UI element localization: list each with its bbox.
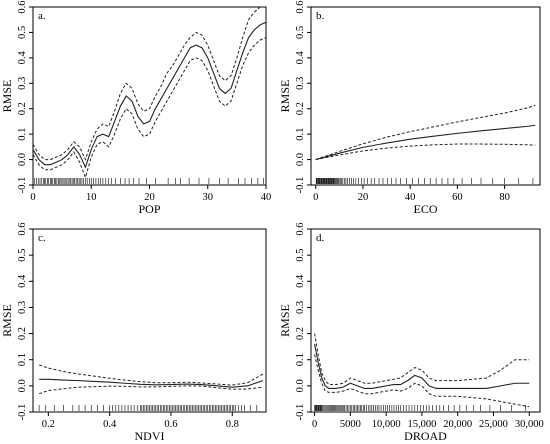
y-tick-label: 0.1 bbox=[17, 128, 28, 141]
y-tick-label: 0.0 bbox=[295, 153, 306, 166]
x-tick-label: 20 bbox=[358, 192, 369, 203]
x-tick-label: 40 bbox=[405, 192, 416, 203]
x-axis-title: DROAD bbox=[404, 429, 447, 443]
x-tick-label: 0 bbox=[312, 419, 317, 430]
y-tick-label: 0.1 bbox=[295, 128, 306, 141]
plot-frame bbox=[310, 228, 541, 413]
x-axis-title: NDVI bbox=[135, 429, 165, 443]
fitted-curve bbox=[39, 378, 264, 388]
x-tick-label: 0.6 bbox=[164, 419, 177, 430]
confidence-band-upper bbox=[315, 104, 536, 161]
y-axis-title: RMSE bbox=[0, 80, 14, 113]
confidence-band-upper bbox=[33, 7, 262, 161]
x-tick-label: 60 bbox=[452, 192, 463, 203]
panel-label: c. bbox=[38, 232, 46, 244]
y-tick-label: 0.6 bbox=[295, 222, 306, 235]
panel-label: b. bbox=[316, 10, 325, 22]
y-tick-label: 0.6 bbox=[17, 0, 28, 13]
x-tick-label: 0.8 bbox=[226, 419, 239, 430]
y-tick-label: 0.2 bbox=[17, 327, 28, 340]
plot-frame bbox=[32, 6, 267, 186]
y-tick-label: 0.3 bbox=[295, 301, 306, 314]
plot-frame bbox=[310, 6, 541, 186]
y-tick-label: 0.5 bbox=[295, 26, 306, 39]
y-tick-label: 0.3 bbox=[295, 77, 306, 90]
y-tick-label: 0.2 bbox=[295, 102, 306, 115]
x-tick-label: 30,000 bbox=[515, 419, 544, 430]
confidence-band-lower bbox=[315, 143, 536, 161]
y-tick-label: 0.3 bbox=[17, 301, 28, 314]
y-axis-title: RMSE bbox=[278, 80, 292, 113]
plot-frame bbox=[32, 228, 267, 413]
y-tick-label: 0.0 bbox=[295, 379, 306, 392]
y-tick-label: 0.5 bbox=[295, 249, 306, 262]
x-tick-label: 20 bbox=[144, 192, 155, 203]
y-tick-label: 0.6 bbox=[295, 0, 306, 13]
y-tick-label: 0.5 bbox=[17, 26, 28, 39]
x-tick-label: 0 bbox=[313, 192, 318, 203]
panel-label: a. bbox=[38, 10, 46, 22]
y-tick-label: 0.4 bbox=[295, 51, 306, 65]
panel-2: 0 20 40 60 80 -0.1 0.0 0.1 0.2 0.3 0.4 0.5 0.6 ECO RMS… bbox=[278, 0, 541, 216]
x-axis-title: POP bbox=[138, 202, 160, 216]
y-tick-label: 0.5 bbox=[17, 249, 28, 262]
y-tick-label: 0.2 bbox=[295, 327, 306, 340]
x-tick-label: 5000 bbox=[340, 419, 361, 430]
y-tick-label: 0.4 bbox=[295, 274, 306, 288]
y-tick-label: -0.1 bbox=[17, 404, 28, 421]
y-tick-label: 0.0 bbox=[17, 153, 28, 166]
y-tick-label: 0.1 bbox=[295, 353, 306, 366]
confidence-band-lower bbox=[33, 37, 266, 179]
x-tick-label: 20,000 bbox=[443, 419, 472, 430]
confidence-band-lower bbox=[38, 385, 263, 395]
x-tick-label: 10,000 bbox=[372, 419, 401, 430]
y-axis-title: RMSE bbox=[0, 304, 14, 337]
y-tick-label: -0.1 bbox=[17, 177, 28, 194]
x-tick-label: 0.4 bbox=[103, 419, 117, 430]
fitted-curve bbox=[315, 124, 536, 161]
fitted-curve bbox=[33, 21, 266, 169]
confidence-band-upper bbox=[314, 333, 530, 386]
x-tick-label: 0.2 bbox=[42, 419, 55, 430]
confidence-band-upper bbox=[38, 364, 264, 386]
y-tick-label: 0.6 bbox=[17, 222, 28, 235]
x-tick-label: 0 bbox=[30, 192, 35, 203]
y-tick-label: 0.4 bbox=[17, 51, 28, 65]
y-tick-label: 0.1 bbox=[17, 353, 28, 366]
y-tick-label: -0.1 bbox=[295, 177, 306, 194]
panel-1: 0 10 20 30 40 -0.1 0.0 0.1 0.2 0.3 0.4 0.5 0.6 POP RMS… bbox=[0, 0, 271, 216]
x-tick-label: 80 bbox=[499, 192, 510, 203]
fitted-curve bbox=[314, 343, 530, 390]
y-tick-label: 0.4 bbox=[17, 274, 28, 288]
y-tick-label: 0.0 bbox=[17, 379, 28, 392]
y-axis-title: RMSE bbox=[278, 304, 292, 337]
x-tick-label: 40 bbox=[261, 192, 272, 203]
y-tick-label: 0.2 bbox=[17, 102, 28, 115]
y-tick-label: 0.3 bbox=[17, 77, 28, 90]
y-tick-label: -0.1 bbox=[295, 404, 306, 421]
x-tick-label: 10 bbox=[86, 192, 97, 203]
x-axis-title: ECO bbox=[414, 202, 438, 216]
panel-label: d. bbox=[316, 232, 325, 244]
x-tick-label: 15,000 bbox=[407, 419, 436, 430]
x-tick-label: 30 bbox=[203, 192, 214, 203]
panel-3: 0.2 0.4 0.6 0.8-0.10.00.10.20.30.40.50.6NDV… bbox=[0, 222, 267, 443]
x-tick-label: 25,000 bbox=[479, 419, 508, 430]
panel-4: 0 5000 10,000 15,000 20,000 25,000 30,000 -0.1 0… bbox=[278, 222, 544, 443]
